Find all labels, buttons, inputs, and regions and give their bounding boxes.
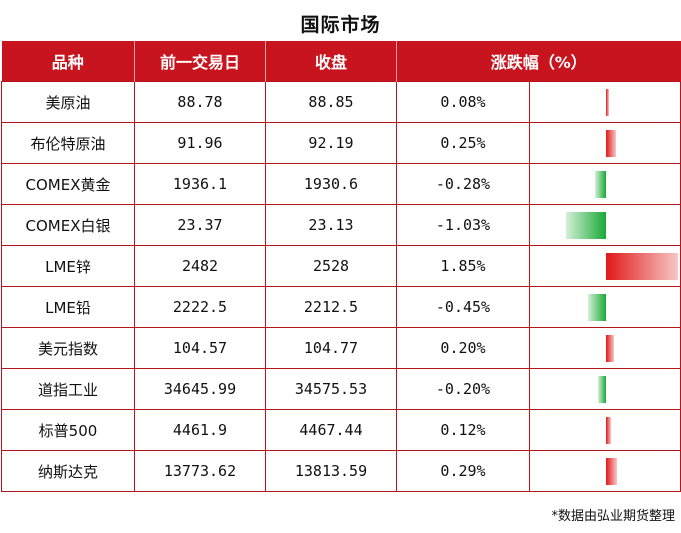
market-table: 品种 前一交易日 收盘 涨跌幅（%） 美原油 88.78 88.85 0.08% 布伦特… — [1, 41, 681, 492]
change-pct-cell: 1.85% — [396, 245, 530, 287]
variety-cell: LME铅 — [1, 286, 135, 328]
table-row: COMEX白银 23.37 23.13 -1.03% — [1, 204, 681, 246]
prev-value-cell: 13773.62 — [134, 450, 266, 492]
negative-change-bar — [565, 212, 606, 239]
change-pct-cell: -0.45% — [396, 286, 530, 328]
variety-cell: 美元指数 — [1, 327, 135, 369]
close-value-cell: 88.85 — [265, 81, 397, 123]
table-header-row: 品种 前一交易日 收盘 涨跌幅（%） — [1, 41, 681, 82]
close-value-cell: 4467.44 — [265, 409, 397, 451]
change-pct-cell: 0.29% — [396, 450, 530, 492]
positive-change-bar — [606, 89, 610, 116]
positive-change-bar — [606, 253, 678, 280]
table-row: 美元指数 104.57 104.77 0.20% — [1, 327, 681, 369]
change-pct-cell: 0.20% — [396, 327, 530, 369]
variety-cell: 标普500 — [1, 409, 135, 451]
prev-value-cell: 34645.99 — [134, 368, 266, 410]
footnote: *数据由弘业期货整理 — [551, 509, 675, 524]
change-bar-cell — [528, 286, 681, 328]
change-bar-cell — [528, 81, 681, 123]
page-title: 国际市场 — [300, 14, 381, 36]
change-bar-cell — [528, 204, 681, 246]
change-bar-cell — [528, 327, 681, 369]
prev-value-cell: 88.78 — [134, 81, 266, 123]
table-row: COMEX黄金 1936.1 1930.6 -0.28% — [1, 163, 681, 205]
change-pct-cell: -0.28% — [396, 163, 530, 205]
close-value-cell: 23.13 — [265, 204, 397, 246]
variety-cell: LME锌 — [1, 245, 135, 287]
variety-cell: 美原油 — [1, 81, 135, 123]
table-row: LME铅 2222.5 2212.5 -0.45% — [1, 286, 681, 328]
positive-change-bar — [606, 458, 618, 485]
header-close: 收盘 — [265, 41, 397, 82]
change-pct-cell: 0.08% — [396, 81, 530, 123]
variety-cell: 布伦特原油 — [1, 122, 135, 164]
negative-change-bar — [598, 376, 606, 403]
table-row: 纳斯达克 13773.62 13813.59 0.29% — [1, 450, 681, 492]
close-value-cell: 1930.6 — [265, 163, 397, 205]
change-bar-cell — [528, 368, 681, 410]
negative-change-bar — [588, 294, 606, 321]
change-pct-cell: -0.20% — [396, 368, 530, 410]
change-pct-cell: -1.03% — [396, 204, 530, 246]
positive-change-bar — [606, 130, 616, 157]
table-row: 美原油 88.78 88.85 0.08% — [1, 81, 681, 123]
close-value-cell: 92.19 — [265, 122, 397, 164]
prev-value-cell: 104.57 — [134, 327, 266, 369]
change-pct-cell: 0.12% — [396, 409, 530, 451]
change-bar-cell — [528, 409, 681, 451]
close-value-cell: 2212.5 — [265, 286, 397, 328]
header-variety: 品种 — [1, 41, 135, 82]
variety-cell: COMEX黄金 — [1, 163, 135, 205]
header-change-pct: 涨跌幅（%） — [396, 41, 681, 82]
close-value-cell: 13813.59 — [265, 450, 397, 492]
change-pct-cell: 0.25% — [396, 122, 530, 164]
prev-value-cell: 4461.9 — [134, 409, 266, 451]
change-bar-cell — [528, 163, 681, 205]
prev-value-cell: 2222.5 — [134, 286, 266, 328]
variety-cell: 道指工业 — [1, 368, 135, 410]
prev-value-cell: 1936.1 — [134, 163, 266, 205]
prev-value-cell: 91.96 — [134, 122, 266, 164]
table-row: LME锌 2482 2528 1.85% — [1, 245, 681, 287]
change-bar-cell — [528, 450, 681, 492]
variety-cell: 纳斯达克 — [1, 450, 135, 492]
variety-cell: COMEX白银 — [1, 204, 135, 246]
positive-change-bar — [606, 417, 611, 444]
table-row: 标普500 4461.9 4467.44 0.12% — [1, 409, 681, 451]
close-value-cell: 34575.53 — [265, 368, 397, 410]
close-value-cell: 104.77 — [265, 327, 397, 369]
prev-value-cell: 23.37 — [134, 204, 266, 246]
table-row: 道指工业 34645.99 34575.53 -0.20% — [1, 368, 681, 410]
change-bar-cell — [528, 122, 681, 164]
change-bar-cell — [528, 245, 681, 287]
table-row: 布伦特原油 91.96 92.19 0.25% — [1, 122, 681, 164]
close-value-cell: 2528 — [265, 245, 397, 287]
header-prev-day: 前一交易日 — [134, 41, 266, 82]
prev-value-cell: 2482 — [134, 245, 266, 287]
positive-change-bar — [606, 335, 614, 362]
negative-change-bar — [595, 171, 606, 198]
